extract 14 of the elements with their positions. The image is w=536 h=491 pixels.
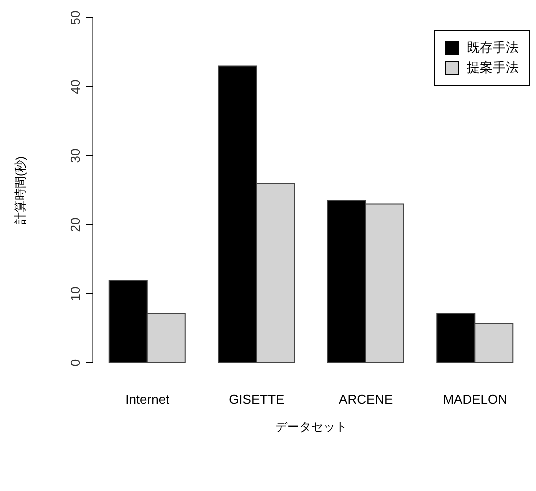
y-axis-title: 計算時間(秒) <box>13 156 28 224</box>
y-tick-label: 0 <box>68 359 83 367</box>
x-tick-label: Internet <box>126 392 170 408</box>
x-tick-label: MADELON <box>443 392 508 408</box>
y-tick-label: 40 <box>68 80 83 94</box>
x-tick-label: ARCENE <box>339 392 394 408</box>
legend-label: 提案手法 <box>467 59 519 77</box>
y-tick-label: 20 <box>68 218 83 232</box>
y-tick-label: 50 <box>68 10 83 26</box>
x-tick-label: GISETTE <box>229 392 286 408</box>
legend-label: 既存手法 <box>467 39 519 57</box>
y-tick-label: 30 <box>68 148 83 164</box>
y-tick-label: 10 <box>68 286 83 302</box>
x-axis-title: データセット <box>276 420 348 434</box>
